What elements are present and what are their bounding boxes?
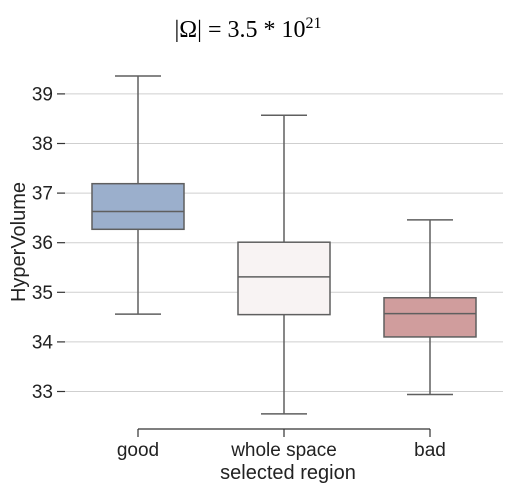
y-tick-label: 35 <box>32 283 53 304</box>
y-axis-label: HyperVolume <box>8 182 30 302</box>
axes: 33 34 35 36 37 38 39 good whole space bad <box>32 84 446 461</box>
y-tick-label: 36 <box>32 233 53 254</box>
box-bad <box>383 219 477 396</box>
y-tick-label: 38 <box>32 134 53 155</box>
iqr-box <box>237 241 331 316</box>
y-tick-label: 39 <box>32 84 53 105</box>
x-tick-label: good <box>117 440 159 461</box>
x-tick-label: whole space <box>230 440 337 461</box>
chart-title: |Ω| = 3.5 * 1021 <box>175 15 322 43</box>
chart-title-base: |Ω| = 3.5 * 10 <box>175 17 306 43</box>
box-whole-space <box>237 114 331 415</box>
y-tick-label: 34 <box>32 332 54 353</box>
x-axis-label: selected region <box>220 462 356 484</box>
chart-title-exponent: 21 <box>305 15 321 32</box>
iqr-box <box>383 297 477 338</box>
y-tick-label: 37 <box>32 184 53 205</box>
box-good <box>91 75 185 315</box>
iqr-box <box>91 182 185 231</box>
y-tick-label: 33 <box>32 382 53 403</box>
x-tick-label: bad <box>414 440 446 461</box>
boxes <box>91 75 477 415</box>
